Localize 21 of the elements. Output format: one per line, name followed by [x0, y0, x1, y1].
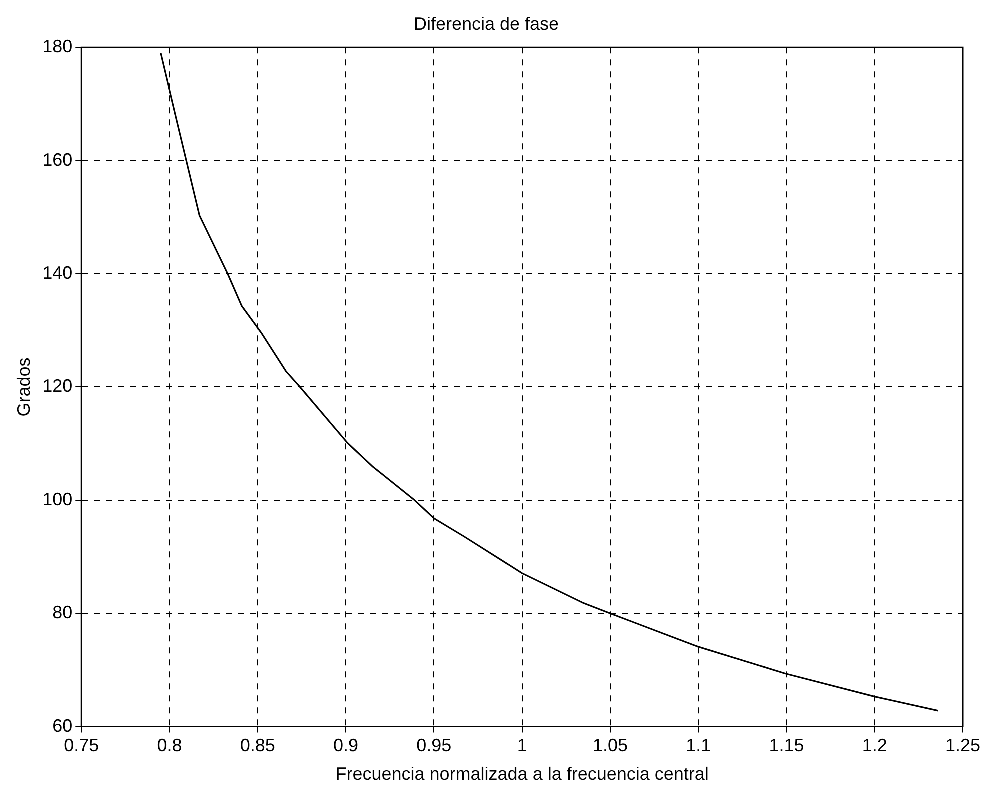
- x-tick-label: 0.85: [240, 736, 276, 756]
- x-tick-label: 1: [517, 736, 528, 756]
- x-tick-label: 1.2: [862, 736, 888, 756]
- x-axis-title: Frecuencia normalizada a la frecuencia central: [336, 764, 709, 784]
- x-tick-label: 1.1: [686, 736, 712, 756]
- y-tick-label: 180: [42, 36, 73, 57]
- y-tick-label: 80: [52, 602, 73, 623]
- y-tick-label: 100: [42, 489, 73, 510]
- y-tick-label: 120: [42, 376, 73, 396]
- x-tick-label: 0.9: [334, 736, 359, 756]
- y-tick-label: 160: [42, 150, 73, 170]
- x-tick-label: 0.95: [416, 736, 452, 756]
- y-axis-title: Grados: [14, 358, 34, 417]
- x-tick-label: 1.15: [769, 736, 804, 756]
- y-tick-label: 140: [42, 262, 73, 283]
- x-tick-label: 0.8: [157, 736, 182, 756]
- x-tick-label: 0.75: [64, 736, 100, 756]
- x-tick-label: 1.05: [592, 736, 628, 756]
- chart-title: Diferencia de fase: [414, 14, 560, 34]
- y-tick-label: 60: [52, 716, 73, 736]
- x-tick-label: 1.25: [945, 736, 981, 756]
